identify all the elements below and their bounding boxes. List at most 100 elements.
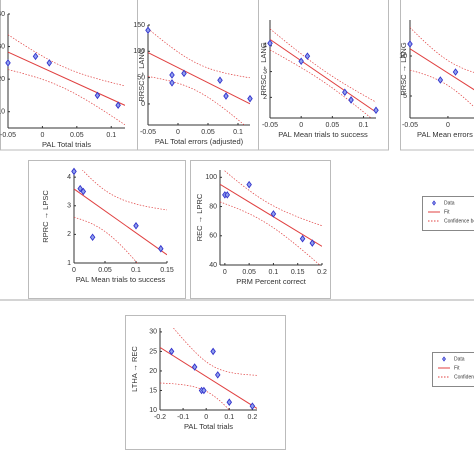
y-tick-label: 0	[141, 101, 145, 108]
legend-label: Confidence bounds	[454, 374, 474, 380]
confidence-bound	[160, 382, 230, 410]
legend-label: Fit	[444, 209, 450, 215]
x-axis-label: PAL Total trials	[184, 422, 233, 431]
panel-frame	[258, 0, 389, 151]
data-point	[452, 68, 459, 76]
data-point	[246, 180, 252, 189]
x-tick-label: 0.2	[248, 414, 258, 421]
fit-line	[74, 188, 167, 256]
confidence-bound	[223, 170, 322, 227]
legend-label: Fit	[454, 365, 460, 371]
legend-marker	[442, 356, 446, 362]
data-point	[77, 184, 83, 193]
legend-box	[422, 196, 474, 231]
x-tick-label: 0.15	[291, 269, 305, 276]
legend-marker	[432, 200, 436, 206]
confidence-bound	[81, 170, 167, 211]
data-point	[32, 52, 39, 61]
data-point	[71, 167, 77, 176]
legend-label: Data	[454, 356, 465, 362]
data-point	[169, 71, 175, 79]
x-axis-label: PRM Percent correct	[236, 277, 307, 286]
x-tick-label: -0.05	[140, 129, 156, 136]
data-point	[247, 94, 253, 103]
confidence-bound	[8, 34, 125, 87]
y-tick-label: 10	[149, 407, 157, 414]
x-tick-label: 0.2	[317, 269, 327, 276]
x-tick-label: -0.2	[154, 414, 166, 421]
data-point	[304, 52, 311, 60]
x-tick-label: -0.05	[262, 122, 278, 129]
y-tick-label: 100	[205, 174, 217, 181]
x-axis-label: PAL Mean trials to success	[278, 130, 368, 139]
panel-frame	[125, 315, 286, 450]
y-tick-label: 4	[67, 174, 71, 181]
x-tick-label: 0.05	[201, 129, 215, 136]
x-tick-label: -0.05	[0, 132, 16, 139]
data-point	[89, 233, 96, 242]
fit-line	[410, 48, 474, 91]
data-point	[223, 92, 229, 100]
data-point	[169, 79, 175, 87]
x-tick-label: 0.05	[326, 122, 340, 129]
y-tick-label: 1	[67, 260, 71, 267]
y-tick-label: 25	[149, 348, 157, 355]
data-point	[133, 222, 139, 230]
y-tick-label: 30	[149, 329, 157, 336]
fit-line	[160, 347, 257, 409]
data-point	[407, 40, 413, 48]
x-axis-label: PAL Mean errors to success	[417, 130, 474, 139]
data-point	[158, 244, 164, 253]
x-tick-label: -0.05	[402, 122, 418, 129]
x-tick-label: 0.1	[233, 129, 243, 136]
y-tick-label: 150	[133, 22, 145, 29]
data-point	[5, 59, 11, 67]
data-point	[181, 69, 187, 78]
panel-frame	[28, 160, 186, 299]
data-point	[46, 59, 53, 67]
legend-label: Confidence bounds	[444, 218, 474, 224]
fit-line	[8, 51, 125, 106]
y-tick-label: 3	[67, 203, 71, 210]
x-tick-label: 0.1	[224, 414, 234, 421]
x-tick-label: 0.05	[242, 269, 256, 276]
y-axis-label: RPRC → LPSC	[41, 190, 50, 243]
y-tick-label: 80	[209, 203, 217, 210]
data-point	[145, 26, 151, 35]
data-point	[210, 347, 216, 356]
y-tick-label: 10	[399, 53, 407, 60]
x-tick-label: 0.1	[106, 132, 116, 139]
y-tick-label: 50	[137, 74, 145, 81]
data-point	[214, 371, 221, 379]
x-tick-label: 0.1	[359, 122, 369, 129]
data-point	[226, 398, 233, 406]
y-tick-label: 100	[133, 48, 145, 55]
x-axis-label: PAL Total trials	[42, 140, 91, 149]
y-axis-label: RRSC → LANG	[259, 42, 268, 96]
fit-line	[148, 52, 250, 105]
confidence-bound	[270, 49, 372, 118]
y-axis-label: RRSC → LANG	[137, 48, 146, 102]
data-point	[217, 76, 223, 85]
data-point	[115, 101, 121, 109]
x-axis-label: PAL Mean trials to success	[76, 275, 166, 284]
y-tick-label: 2	[67, 231, 71, 238]
confidence-bound	[148, 28, 250, 79]
y-tick-label: 3	[263, 68, 267, 75]
y-tick-label: 4	[263, 43, 267, 50]
data-point	[249, 402, 256, 410]
data-point	[298, 57, 304, 66]
fit-line	[220, 183, 322, 247]
data-point	[80, 187, 87, 196]
x-tick-label: -0.1	[177, 414, 189, 421]
confidence-bound	[270, 28, 376, 103]
y-tick-label: 60	[209, 233, 217, 240]
x-tick-label: 0	[72, 267, 76, 274]
data-point	[373, 106, 379, 115]
confidence-bound	[172, 328, 257, 376]
x-tick-label: 0	[176, 129, 180, 136]
y-tick-label: 5	[403, 93, 407, 100]
x-tick-label: 0	[40, 132, 44, 139]
legend-box	[432, 352, 474, 387]
